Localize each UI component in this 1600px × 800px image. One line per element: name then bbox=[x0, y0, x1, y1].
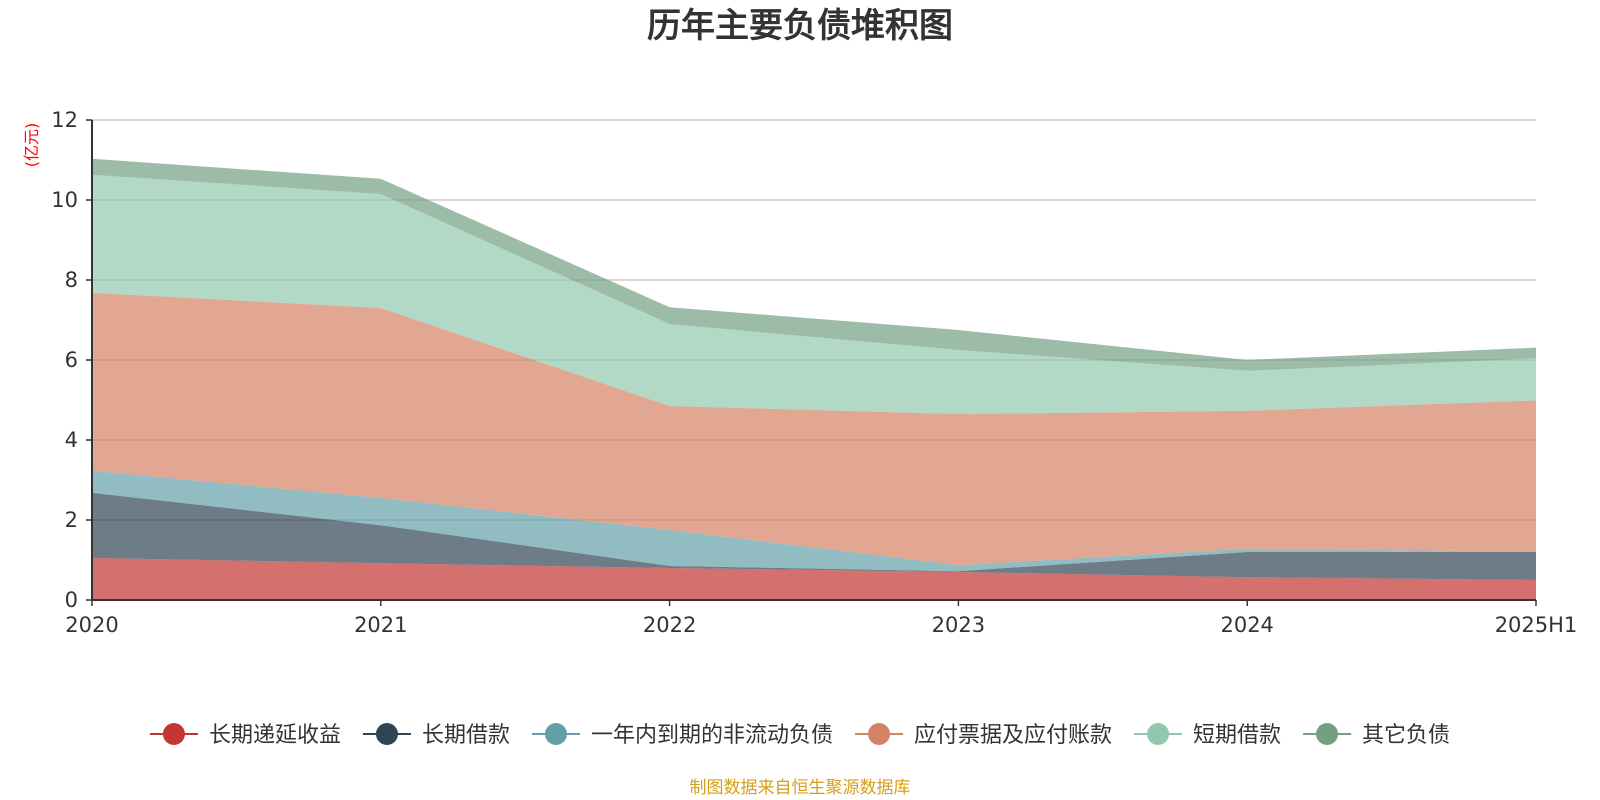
area-series-2[interactable] bbox=[92, 470, 1536, 572]
legend-item-2[interactable]: 一年内到期的非流动负债 bbox=[531, 723, 833, 748]
x-tick-label-2024: 2024 bbox=[1220, 613, 1273, 637]
legend-marker bbox=[1316, 723, 1339, 745]
legend-label: 短期借款 bbox=[1193, 723, 1281, 748]
legend-label: 一年内到期的非流动负债 bbox=[591, 723, 833, 748]
x-tick-label-2021: 2021 bbox=[354, 613, 407, 637]
legend-marker bbox=[375, 723, 398, 745]
axes: 0 2 4 6 8 10 12 2020 2021 2022 2023 2024 2025H1 bbox=[51, 108, 1577, 637]
area-series-4[interactable] bbox=[92, 174, 1536, 414]
legend-label: 长期递延收益 bbox=[209, 723, 341, 748]
y-tick-label-6: 6 bbox=[65, 348, 78, 372]
y-tick-label-4: 4 bbox=[65, 428, 78, 452]
y-tick-label-10: 10 bbox=[51, 188, 78, 212]
x-tick-label-2020: 2020 bbox=[65, 613, 118, 637]
y-tick-label-0: 0 bbox=[65, 588, 78, 612]
legend-label: 应付票据及应付账款 bbox=[914, 723, 1112, 748]
x-tick-label-2025H1: 2025H1 bbox=[1495, 613, 1578, 637]
source-note: 制图数据来自恒生聚源数据库 bbox=[690, 778, 911, 798]
legend-label: 长期借款 bbox=[422, 723, 510, 748]
legend-label: 其它负债 bbox=[1362, 723, 1450, 748]
legend-marker bbox=[544, 723, 567, 745]
area-series bbox=[92, 158, 1536, 600]
area-series-5[interactable] bbox=[92, 158, 1536, 371]
y-tick-label-8: 8 bbox=[65, 268, 78, 292]
legend-marker bbox=[868, 723, 890, 745]
x-tick-label-2023: 2023 bbox=[932, 613, 985, 637]
y-tick-label-12: 12 bbox=[51, 108, 78, 132]
legend-marker bbox=[162, 723, 185, 745]
legend-item-3[interactable]: 应付票据及应付账款 bbox=[855, 723, 1112, 748]
area-series-1[interactable] bbox=[92, 492, 1536, 580]
legend-item-4[interactable]: 短期借款 bbox=[1134, 723, 1281, 748]
area-series-3[interactable] bbox=[92, 292, 1536, 566]
legend-item-1[interactable]: 长期借款 bbox=[362, 723, 510, 748]
y-tick-label-2: 2 bbox=[65, 508, 78, 532]
y-axis-unit-label: (亿元) bbox=[22, 123, 41, 168]
legend: 长期递延收益 长期借款 一年内到期的非流动负债 应付票据及应付账款 短期借款 其它负债 bbox=[149, 723, 1450, 748]
legend-marker bbox=[1147, 723, 1170, 745]
legend-item-0[interactable]: 长期递延收益 bbox=[149, 723, 341, 748]
area-series-0[interactable] bbox=[92, 558, 1536, 600]
chart-title: 历年主要负债堆积图 bbox=[647, 6, 953, 46]
x-tick-label-2022: 2022 bbox=[643, 613, 696, 637]
legend-item-5[interactable]: 其它负债 bbox=[1303, 723, 1450, 748]
